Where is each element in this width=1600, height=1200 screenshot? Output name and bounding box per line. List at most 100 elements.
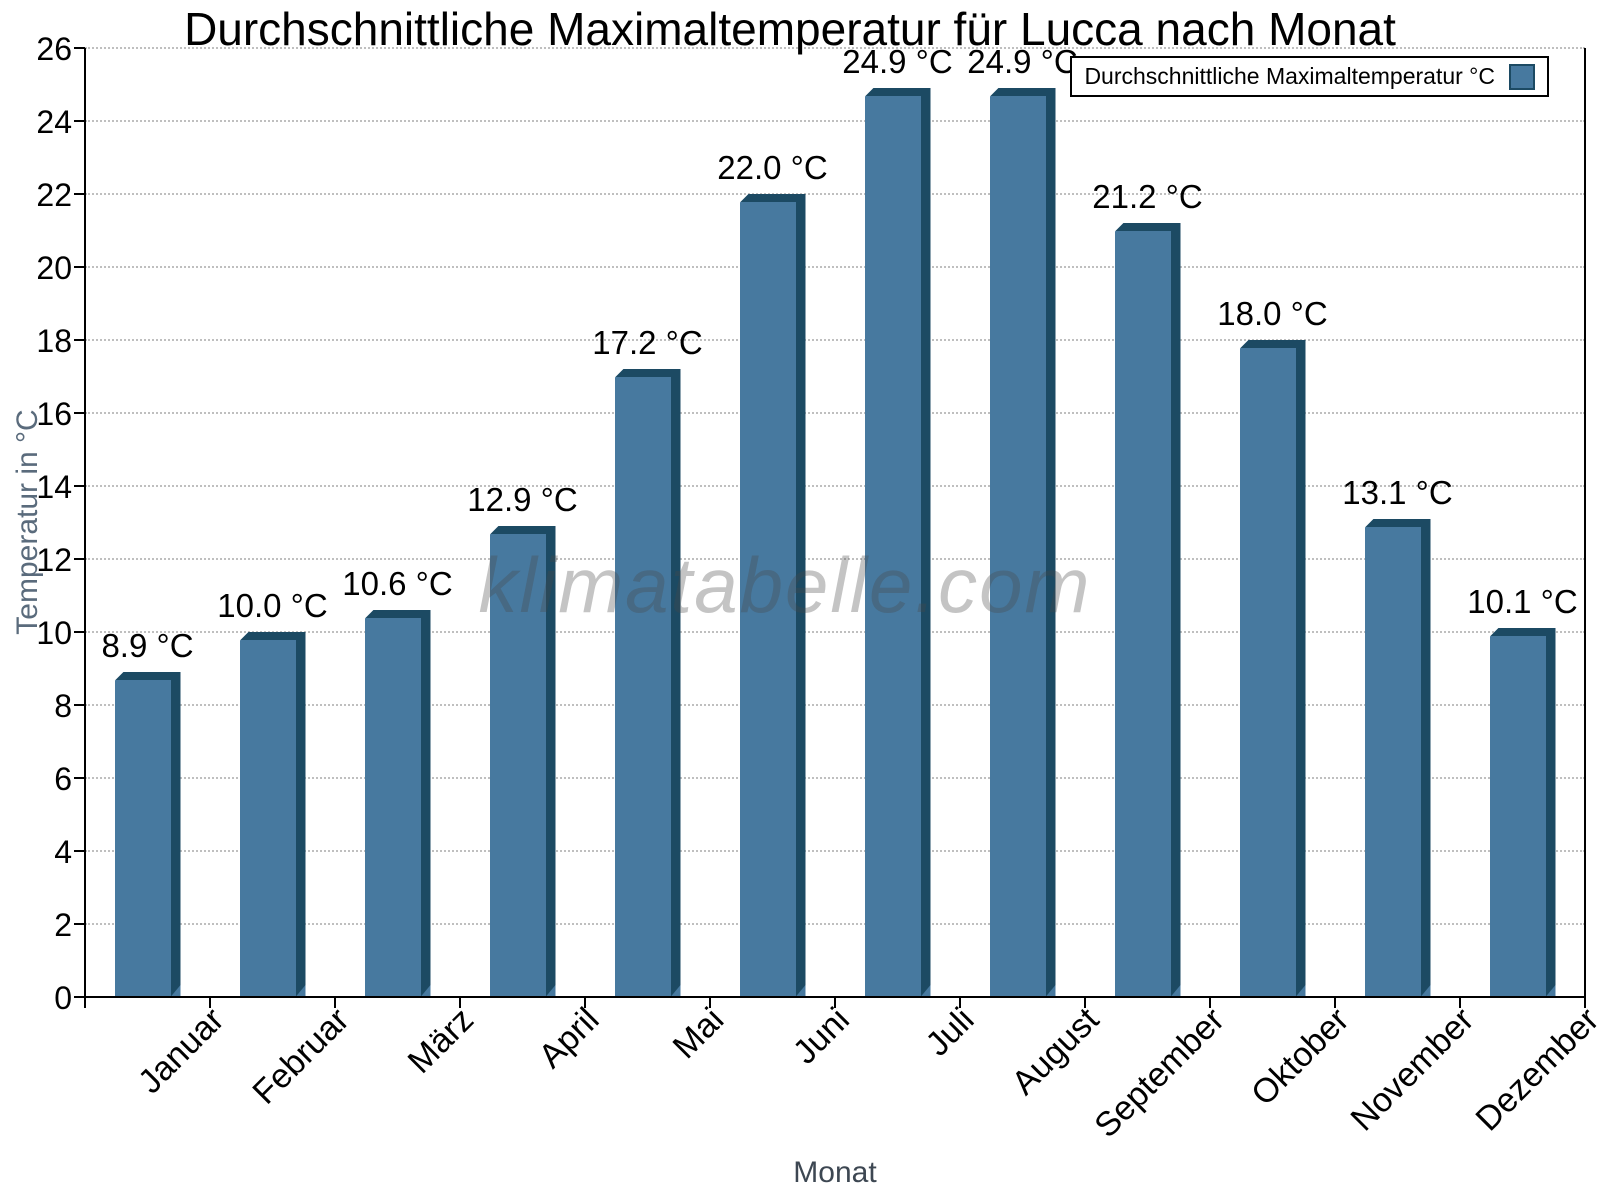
x-tick-label-november: November [1343,1000,1482,1139]
right-spine [1584,48,1586,998]
value-label-august: 24.9 °C [967,43,1078,80]
bar-top-edge [989,88,1056,96]
bar-right-edge [421,610,431,997]
gridline-y-16 [85,412,1585,414]
value-label-mai: 17.2 °C [592,324,703,361]
gridline-y-6 [85,777,1585,779]
value-label-oktober: 18.0 °C [1217,295,1328,332]
y-tick-16 [74,412,85,414]
x-tick-3 [459,997,461,1008]
value-label-dezember: 10.1 °C [1467,583,1578,620]
gridline-y-4 [85,850,1585,852]
bar-top-edge [739,194,806,202]
x-tick-label-april: April [531,1000,607,1076]
bar-right-edge [546,526,556,997]
y-tick-10 [74,631,85,633]
x-tick-label-august: August [1004,1000,1107,1103]
bar-juli [864,88,931,997]
y-tick-label-22: 22 [36,177,72,213]
bar-januar [114,672,181,997]
value-label-juli: 24.9 °C [842,43,953,80]
bar-top-edge [614,369,681,377]
x-tick-12 [1584,997,1586,1008]
x-tick-2 [334,997,336,1008]
bar-oktober [1239,340,1306,997]
legend: Durchschnittliche Maximaltemperatur °C [1070,56,1549,97]
x-tick-label-oktober: Oktober [1244,1000,1357,1113]
bar-top-edge [1364,519,1431,527]
y-tick-20 [74,266,85,268]
gridline-y-20 [85,266,1585,268]
x-tick-5 [709,997,711,1008]
bar-top-edge [489,526,556,534]
y-tick-22 [74,193,85,195]
y-tick-label-20: 20 [36,250,72,286]
bar-right-edge [1421,519,1431,997]
bar-top-edge [239,632,306,640]
y-tick-label-8: 8 [54,688,72,724]
y-axis-title: Temperatur in °C [11,409,44,635]
legend-swatch-icon [1509,63,1535,90]
bar-right-edge [1296,340,1306,997]
value-label-märz: 10.6 °C [342,565,453,602]
bar-right-edge [1046,88,1056,997]
bar-right-edge [671,369,681,997]
gridline-y-26 [85,47,1585,49]
y-tick-label-18: 18 [36,323,72,359]
y-tick-label-4: 4 [54,834,72,870]
value-label-februar: 10.0 °C [217,587,328,624]
y-tick-4 [74,850,85,852]
bar-right-edge [171,672,181,997]
x-tick-label-september: September [1086,1000,1232,1146]
y-tick-label-12: 12 [36,542,72,578]
x-tick-label-juli: Juli [918,1000,982,1064]
value-label-juni: 22.0 °C [717,149,828,186]
x-tick-label-märz: März [401,1000,482,1081]
x-tick-11 [1459,997,1461,1008]
gridline-y-10 [85,631,1585,633]
y-tick-0 [74,996,85,998]
y-tick-18 [74,339,85,341]
y-tick-label-10: 10 [36,615,72,651]
x-axis-title: Monat [793,1156,877,1189]
x-tick-0 [84,997,86,1008]
bar-juni [739,194,806,997]
y-tick-label-14: 14 [36,469,72,505]
bar-top-edge [1489,628,1556,636]
gridline-y-18 [85,339,1585,341]
gridline-y-22 [85,193,1585,195]
bar-dezember [1489,628,1556,997]
x-tick-10 [1334,997,1336,1008]
bar-august [989,88,1056,997]
x-tick-label-dezember: Dezember [1468,1000,1600,1139]
bar-right-edge [296,632,306,997]
value-label-september: 21.2 °C [1092,178,1203,215]
gridline-y-12 [85,558,1585,560]
bar-top-edge [114,672,181,680]
bar-right-edge [1546,628,1556,997]
bar-right-edge [921,88,931,997]
y-tick-label-0: 0 [54,980,72,1016]
x-tick-9 [1209,997,1211,1008]
bar-november [1364,519,1431,997]
bar-right-edge [1171,223,1181,997]
bar-mai [614,369,681,997]
x-tick-6 [834,997,836,1008]
x-tick-8 [1084,997,1086,1008]
x-tick-1 [209,997,211,1008]
gridline-y-2 [85,923,1585,925]
bar-top-edge [1239,340,1306,348]
x-tick-label-juni: Juni [785,1000,857,1072]
gridline-y-14 [85,485,1585,487]
y-tick-2 [74,923,85,925]
legend-label: Durchschnittliche Maximaltemperatur °C [1084,63,1495,89]
bar-februar [239,632,306,997]
y-tick-label-26: 26 [36,31,72,67]
bar-top-edge [364,610,431,618]
y-tick-label-16: 16 [36,396,72,432]
gridline-y-8 [85,704,1585,706]
bar-september [1114,223,1181,997]
x-tick-label-februar: Februar [245,1000,357,1112]
